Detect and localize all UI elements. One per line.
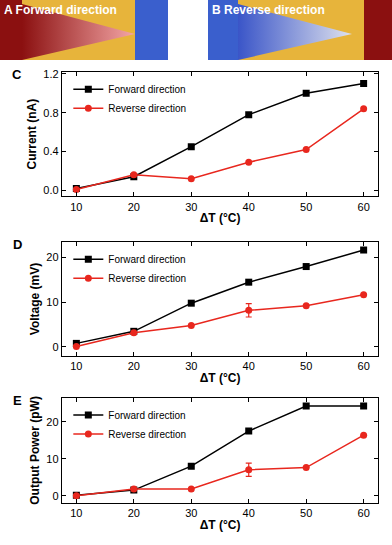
svg-text:30: 30 [185,360,197,372]
svg-text:40: 40 [243,360,255,372]
svg-text:60: 60 [358,360,370,372]
svg-text:0.4: 0.4 [43,145,58,157]
svg-text:30: 30 [185,507,197,519]
svg-text:40: 40 [243,201,255,213]
svg-text:50: 50 [300,507,312,519]
svg-text:10: 10 [70,507,82,519]
svg-text:0: 0 [52,341,58,353]
svg-text:10: 10 [70,360,82,372]
svg-text:60: 60 [358,507,370,519]
svg-text:ΔT (°C): ΔT (°C) [200,371,241,385]
svg-text:50: 50 [300,201,312,213]
svg-text:B Reverse direction: B Reverse direction [212,3,325,17]
svg-text:Reverse direction: Reverse direction [108,429,186,440]
svg-text:A Forward direction: A Forward direction [4,3,117,17]
svg-text:20: 20 [128,360,140,372]
svg-text:40: 40 [243,507,255,519]
svg-text:0.0: 0.0 [43,184,58,196]
svg-text:C: C [12,67,22,82]
svg-text:Reverse direction: Reverse direction [108,273,186,284]
svg-text:ΔT (°C): ΔT (°C) [200,211,241,225]
svg-text:20: 20 [46,416,58,428]
svg-text:Forward direction: Forward direction [108,254,185,265]
svg-text:0: 0 [52,490,58,502]
svg-text:20: 20 [128,201,140,213]
svg-text:Forward direction: Forward direction [108,410,185,421]
svg-text:D: D [13,237,22,252]
svg-text:10: 10 [46,296,58,308]
svg-text:30: 30 [185,201,197,213]
svg-text:Forward direction: Forward direction [108,84,185,95]
svg-text:60: 60 [358,201,370,213]
svg-text:Voltage (mV): Voltage (mV) [28,263,42,335]
svg-text:ΔT (°C): ΔT (°C) [200,518,241,532]
svg-text:10: 10 [46,453,58,465]
svg-text:1.2: 1.2 [43,68,58,80]
svg-text:Current (nA): Current (nA) [25,99,39,170]
svg-text:Output Power (pW): Output Power (pW) [28,396,42,505]
svg-text:E: E [13,393,22,408]
svg-text:10: 10 [70,201,82,213]
svg-text:20: 20 [46,251,58,263]
svg-text:Reverse direction: Reverse direction [108,103,186,114]
svg-text:20: 20 [128,507,140,519]
svg-text:0.8: 0.8 [43,107,58,119]
svg-text:50: 50 [300,360,312,372]
